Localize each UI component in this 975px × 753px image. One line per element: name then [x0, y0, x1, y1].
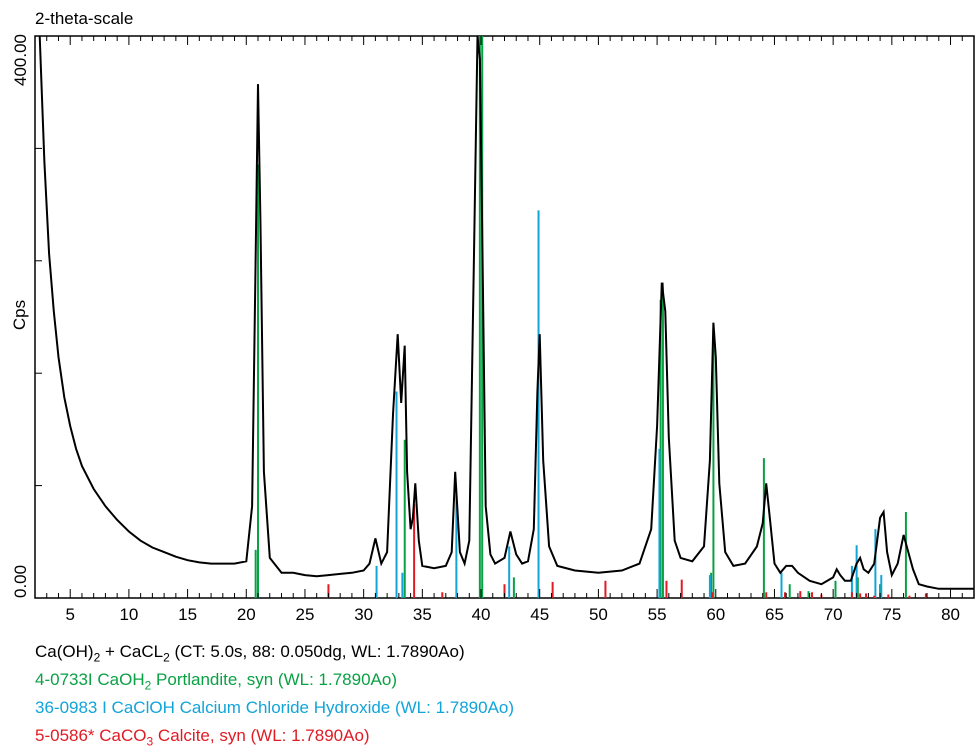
x-tick-label: 5 — [65, 605, 74, 624]
x-tick-label: 25 — [296, 605, 315, 624]
y-tick-label: 400.00 — [11, 34, 30, 86]
x-tick-label: 60 — [706, 605, 725, 624]
x-tick-label: 70 — [824, 605, 843, 624]
legend-calcite: 5-0586* CaCO3 Calcite, syn (WL: 1.7890Ao… — [35, 726, 370, 749]
x-tick-label: 30 — [354, 605, 373, 624]
sample-pattern-line — [38, 35, 974, 590]
x-tick-label: 15 — [178, 605, 197, 624]
x-tick-label: 10 — [119, 605, 138, 624]
y-tick-label: 0.00 — [11, 565, 30, 598]
legend-sample: Ca(OH)2 + CaCL2 (CT: 5.0s, 88: 0.050dg, … — [35, 642, 465, 665]
x-tick-label: 45 — [530, 605, 549, 624]
x-tick-label: 50 — [589, 605, 608, 624]
x-tick-label: 75 — [882, 605, 901, 624]
x-tick-label: 55 — [648, 605, 667, 624]
chart-title: 2-theta-scale — [35, 9, 133, 28]
x-tick-label: 80 — [941, 605, 960, 624]
legend-portlandite: 4-0733I CaOH2 Portlandite, syn (WL: 1.78… — [35, 670, 397, 693]
x-tick-label: 35 — [413, 605, 432, 624]
legend-calcium-chloride-hydroxide: 36-0983 I CaClOH Calcium Chloride Hydrox… — [35, 698, 515, 717]
x-tick-label: 40 — [472, 605, 491, 624]
plot-frame — [34, 35, 975, 599]
x-tick-label: 20 — [237, 605, 256, 624]
x-tick-label: 65 — [765, 605, 784, 624]
xrd-chart: 2-theta-scale Cps 5 10 15 20 25 30 35 40 45 50 55 6… — [10, 9, 975, 624]
y-axis-label: Cps — [10, 300, 29, 330]
